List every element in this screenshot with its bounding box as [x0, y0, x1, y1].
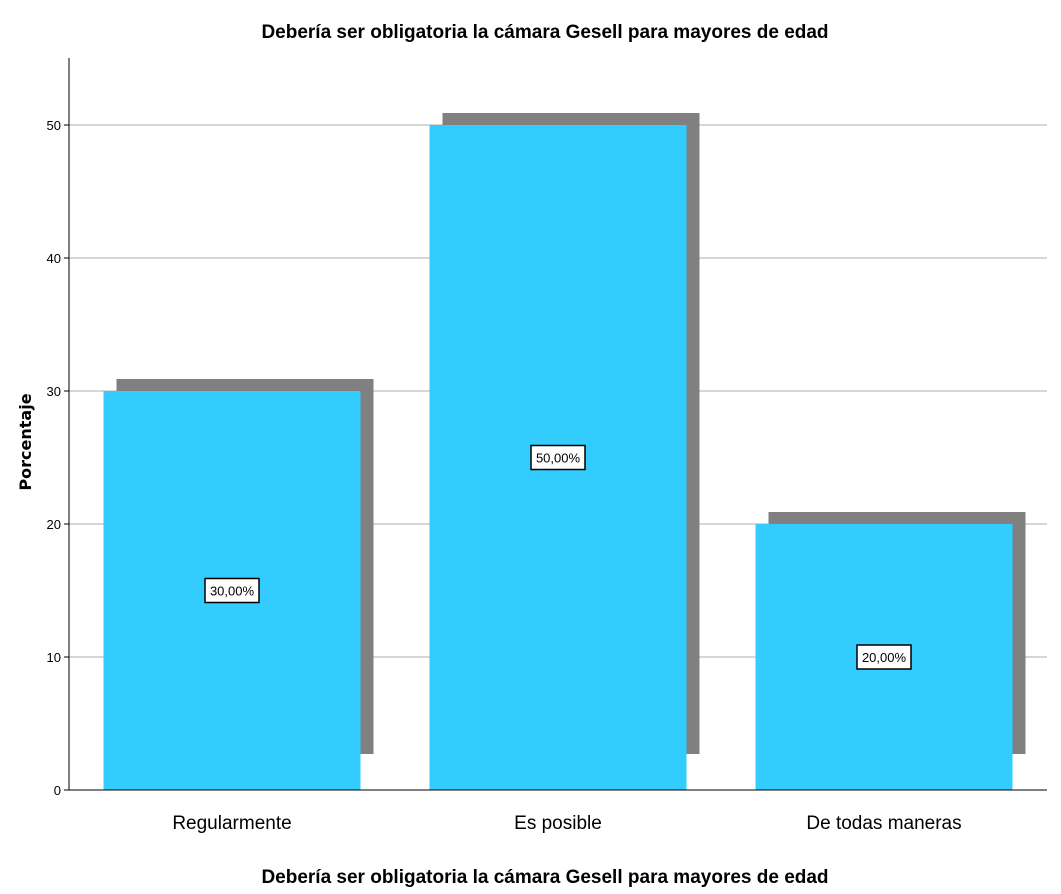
y-tick-label: 40 [47, 251, 61, 266]
x-tick-label: Regularmente [172, 813, 291, 834]
data-label-box [204, 577, 260, 604]
x-axis-title: Debería ser obligatoria la cámara Gesell… [261, 867, 828, 888]
y-tick-label: 10 [47, 650, 61, 665]
y-tick-labels: 0 10 20 30 40 50 [47, 118, 69, 798]
x-tick-labels: Regularmente Es posible De todas maneras [172, 813, 961, 834]
data-label-box [856, 644, 912, 670]
axes [68, 58, 1047, 791]
x-tick-label: De todas maneras [806, 813, 961, 834]
y-tick-label: 0 [54, 783, 61, 798]
data-label: 20,00% [856, 644, 912, 670]
data-label: 50,00% [530, 444, 586, 471]
data-label-text: 50,00% [536, 451, 581, 466]
data-label-box [530, 444, 586, 471]
y-tick-label: 20 [47, 517, 61, 532]
bars [103, 113, 1026, 790]
data-labels: 30,00% 50,00% 20,00% [204, 444, 912, 670]
y-tick-label: 30 [47, 384, 61, 399]
x-tick-label: Es posible [514, 813, 602, 834]
chart-title: Debería ser obligatoria la cámara Gesell… [261, 22, 828, 43]
data-label-text: 20,00% [862, 650, 907, 665]
y-tick-label: 50 [47, 118, 61, 133]
data-label-text: 30,00% [210, 584, 255, 599]
y-axis-title: Porcentaje [16, 393, 35, 490]
data-label: 30,00% [204, 577, 260, 604]
